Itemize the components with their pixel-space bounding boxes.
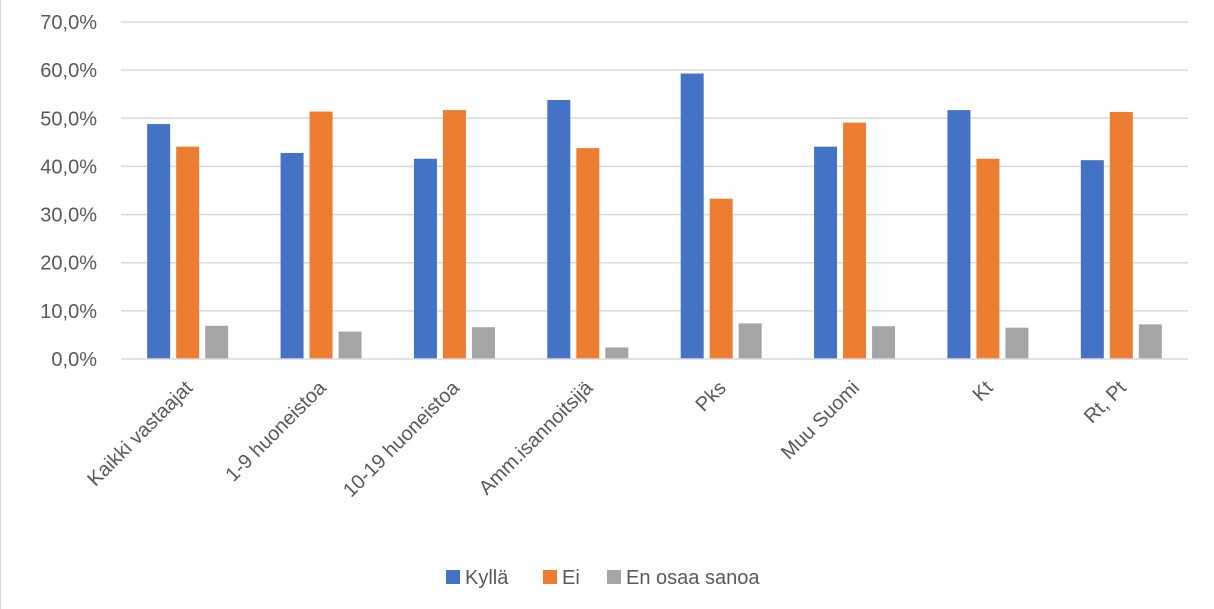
category-label: Muu Suomi: [777, 377, 864, 464]
y-tick-label: 30,0%: [40, 205, 97, 227]
y-tick-label: 50,0%: [40, 108, 97, 130]
legend-swatch: [607, 570, 621, 584]
category-label: Rt, Pt: [1080, 377, 1131, 428]
bar-en-osaa-sanoa-2: [471, 327, 495, 359]
bar-ei-7: [1109, 112, 1133, 359]
category-label: Kaikki vastaajat: [83, 377, 197, 491]
bar-ei-6: [976, 158, 1000, 359]
category-label: 10-19 huoneistoa: [339, 376, 464, 501]
bar-ei-3: [576, 148, 600, 359]
bar-ei-5: [843, 122, 867, 360]
y-tick-label: 10,0%: [40, 301, 97, 323]
category-label: Pks: [692, 377, 731, 416]
legend-label: Kyllä: [465, 567, 509, 589]
y-tick-label: 40,0%: [40, 156, 97, 178]
x-axis-category-labels: Kaikki vastaajat 1-9 huoneistoa 10-19 huon…: [83, 376, 1131, 501]
bar-ei-2: [442, 110, 466, 359]
bar-en-osaa-sanoa-3: [605, 347, 629, 359]
legend-swatch: [446, 570, 460, 584]
bar-kyll--4: [680, 73, 704, 360]
y-tick-label: 60,0%: [40, 60, 97, 82]
category-label: Kt: [969, 377, 998, 406]
category-label: Amm.isannoitsijä: [475, 376, 598, 499]
bar-kyll--1: [280, 152, 304, 359]
legend-swatch: [543, 570, 557, 584]
bar-kyll--5: [814, 146, 838, 359]
bar-en-osaa-sanoa-0: [205, 325, 229, 359]
bar-en-osaa-sanoa-6: [1005, 327, 1029, 359]
y-tick-label: 0,0%: [51, 349, 97, 371]
bar-ei-4: [709, 198, 733, 359]
bars: [147, 73, 1162, 360]
bar-ei-1: [309, 111, 333, 359]
bar-en-osaa-sanoa-1: [338, 331, 362, 359]
bar-en-osaa-sanoa-4: [738, 323, 762, 359]
bar-kyll--2: [413, 158, 437, 359]
legend: Kyllä Ei En osaa sanoa: [446, 567, 760, 589]
bar-kyll--3: [547, 99, 571, 360]
category-label: 1-9 huoneistoa: [221, 376, 331, 486]
legend-label: En osaa sanoa: [626, 567, 760, 589]
legend-label: Ei: [562, 567, 580, 589]
bar-ei-0: [176, 146, 200, 359]
bar-en-osaa-sanoa-5: [872, 326, 896, 359]
y-axis-tick-labels: 0,0% 10,0% 20,0% 30,0% 40,0% 50,0% 60,0% 70,0%: [40, 12, 97, 371]
bar-kyll--6: [947, 110, 971, 359]
y-tick-label: 70,0%: [40, 12, 97, 34]
bar-en-osaa-sanoa-7: [1138, 324, 1162, 359]
bar-kyll--7: [1080, 160, 1104, 359]
bar-kyll--0: [147, 124, 171, 359]
y-tick-label: 20,0%: [40, 253, 97, 275]
